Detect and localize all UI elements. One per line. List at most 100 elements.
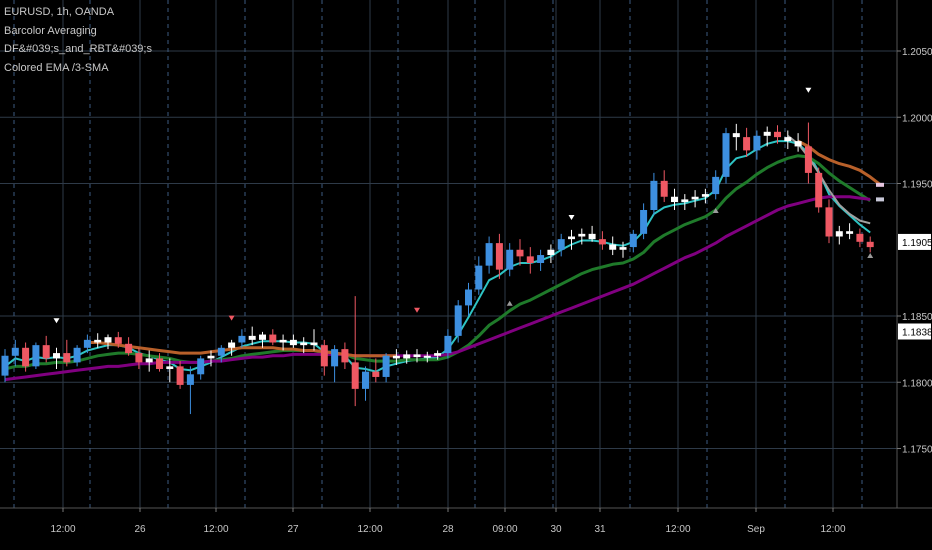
candle-body <box>310 342 318 346</box>
candle-body <box>598 239 606 245</box>
candle-body <box>289 339 297 346</box>
candle-body <box>454 305 462 336</box>
candle-body <box>835 231 843 237</box>
candle-body <box>784 137 792 142</box>
signal-marker <box>712 208 719 213</box>
price-label-bg <box>898 323 931 340</box>
candle-body <box>83 339 91 348</box>
candle-body <box>32 345 40 367</box>
signal-flag <box>876 197 884 202</box>
candle-body <box>238 335 246 343</box>
candle-body <box>681 199 689 203</box>
signal-marker <box>228 315 235 321</box>
price-tick-label: 1.18000 <box>902 378 932 389</box>
price-label-text: 1.19059 <box>902 238 932 249</box>
ema-grey-line <box>787 135 871 225</box>
legend: EURUSD, 1h, OANDA Barcolor Averaging DF&… <box>4 3 152 77</box>
candle-body <box>506 249 514 270</box>
candle-body <box>794 141 802 147</box>
candle-body <box>228 342 236 348</box>
indicator-lines <box>4 135 882 382</box>
price-tick-label: 1.20000 <box>902 113 932 124</box>
candle-body <box>372 371 380 377</box>
candle-body <box>1 355 9 376</box>
time-tick-label: 30 <box>550 524 562 535</box>
time-tick-label: 27 <box>287 524 299 535</box>
price-label-text: 1.18383 <box>902 328 932 339</box>
candle-body <box>248 335 256 340</box>
legend-study-colored-ema[interactable]: Colored EMA /3-SMA <box>4 61 109 74</box>
candle-body <box>197 358 205 375</box>
candle-body <box>671 196 678 203</box>
price-tick-label: 1.20500 <box>902 47 932 58</box>
candle-body <box>351 362 359 389</box>
candle-body <box>815 172 823 208</box>
time-tick-label: Sep <box>747 524 765 535</box>
time-axis-bg <box>0 508 932 550</box>
candle-body <box>516 249 524 257</box>
ema-slow-line <box>4 154 872 371</box>
candle-body <box>423 355 431 358</box>
candle-body <box>104 337 112 343</box>
candle-body <box>434 353 442 356</box>
candle-body <box>866 241 874 248</box>
candle-body <box>732 133 740 138</box>
candle-body <box>722 133 730 177</box>
candle-body <box>300 342 308 346</box>
candle-body <box>557 239 565 250</box>
candles <box>1 122 874 415</box>
candle-body <box>804 146 812 173</box>
candle-body <box>578 233 586 237</box>
candle-body <box>712 176 720 195</box>
price-tick-label: 1.17500 <box>902 445 932 456</box>
price-label-bg <box>898 233 931 250</box>
candle-body <box>176 366 184 385</box>
candle-body <box>485 243 493 266</box>
time-tick-label: 09:00 <box>492 524 517 535</box>
candle-body <box>22 347 30 367</box>
candle-body <box>341 349 349 363</box>
candle-body <box>856 233 864 242</box>
legend-study-dfs-rbts[interactable]: DF&#039;s_and_RBT&#039;s <box>4 43 152 55</box>
candle-body <box>753 135 761 151</box>
candle-body <box>362 371 369 389</box>
signal-markers <box>53 87 884 324</box>
signal-marker <box>867 253 874 259</box>
candle-body <box>207 355 215 359</box>
candle-body <box>331 349 339 367</box>
candle-body <box>537 255 545 263</box>
candle-body <box>186 374 194 385</box>
time-tick-label: 12:00 <box>665 524 690 535</box>
candle-body <box>11 347 19 356</box>
candle-body <box>53 353 60 359</box>
candle-body <box>475 265 483 290</box>
legend-study-barcolor[interactable]: Barcolor Averaging <box>4 24 97 37</box>
candle-body <box>640 210 648 234</box>
candle-body <box>526 256 534 263</box>
candle-body <box>259 334 266 340</box>
time-tick-label: 12:00 <box>820 524 845 535</box>
signal-marker <box>805 87 812 93</box>
time-tick-label: 12:00 <box>203 524 228 535</box>
candle-body <box>94 339 102 343</box>
signal-flag <box>876 182 884 187</box>
price-tick-label: 1.19500 <box>902 180 932 191</box>
candle-body <box>650 180 658 210</box>
legend-symbol[interactable]: EURUSD, 1h, OANDA <box>4 6 115 18</box>
candle-body <box>444 335 452 354</box>
candle-body <box>619 247 627 250</box>
candle-body <box>825 207 833 237</box>
candle-body <box>125 343 133 354</box>
candle-body <box>114 337 122 344</box>
candle-body <box>465 289 472 306</box>
candle-body <box>691 196 699 200</box>
candle-body <box>846 231 854 234</box>
candle-body <box>392 355 400 359</box>
candle-body <box>135 353 143 363</box>
candle-body <box>320 345 328 367</box>
candle-body <box>547 249 555 256</box>
candle-body <box>413 354 421 358</box>
